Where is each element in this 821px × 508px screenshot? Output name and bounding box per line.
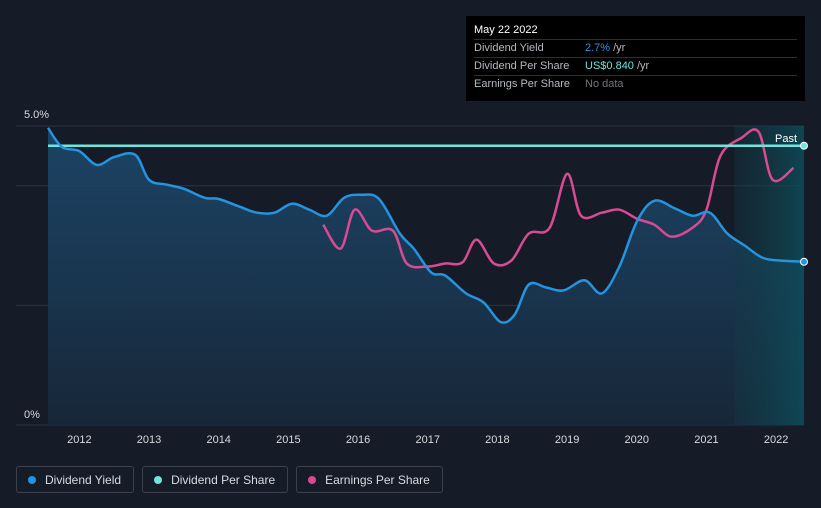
x-tick-label: 2013 bbox=[137, 434, 161, 446]
legend-item-dividend-per-share[interactable]: Dividend Per Share bbox=[142, 466, 289, 493]
dividend-yield-area bbox=[48, 127, 804, 426]
tooltip-date: May 22 2022 bbox=[474, 22, 797, 40]
x-tick-label: 2021 bbox=[694, 434, 718, 446]
tooltip-label: Earnings Per Share bbox=[474, 78, 570, 90]
past-label: Past bbox=[775, 133, 797, 145]
tooltip-value: 2.7% bbox=[585, 42, 611, 54]
legend-item-dividend-yield[interactable]: Dividend Yield bbox=[16, 466, 135, 493]
x-tick-label: 2018 bbox=[485, 434, 509, 446]
tooltip-row-dividend-yield: Dividend Yield 2.7% /yr bbox=[474, 40, 797, 58]
x-tick-label: 2012 bbox=[67, 434, 91, 446]
x-tick-label: 2022 bbox=[764, 434, 788, 446]
tooltip-label: Dividend Per Share bbox=[474, 60, 570, 72]
x-tick-label: 2014 bbox=[206, 434, 230, 446]
legend-item-earnings-per-share[interactable]: Earnings Per Share bbox=[296, 466, 443, 493]
chart-legend: Dividend Yield Dividend Per Share Earnin… bbox=[16, 466, 443, 493]
x-tick-label: 2017 bbox=[415, 434, 439, 446]
dividend-yield-line bbox=[46, 127, 805, 324]
y-tick-label-min: 0% bbox=[24, 409, 40, 421]
earnings-per-share-line bbox=[322, 128, 795, 269]
legend-dot-dividend-per-share bbox=[154, 475, 163, 484]
tooltip-value: US$0.840 bbox=[585, 60, 634, 72]
x-tick-label: 2016 bbox=[346, 434, 370, 446]
legend-dot-dividend-yield bbox=[28, 475, 36, 484]
dividend-yield-end-marker bbox=[800, 257, 808, 266]
tooltip-value: No data bbox=[585, 78, 624, 90]
legend-dot-earnings-per-share bbox=[308, 475, 317, 484]
legend-label: Dividend Per Share bbox=[171, 472, 276, 487]
x-axis-tick-labels: 2012 2013 2014 2015 2016 2017 2018 2019 2020 2021… bbox=[67, 434, 788, 446]
tooltip-unit: /yr bbox=[636, 60, 650, 72]
legend-label: Dividend Yield bbox=[45, 472, 122, 487]
tooltip-row-earnings-per-share: Earnings Per Share No data bbox=[474, 76, 797, 93]
tooltip-unit: /yr bbox=[613, 42, 626, 54]
tooltip-row-dividend-per-share: Dividend Per Share US$0.840 /yr bbox=[474, 58, 797, 76]
dividend-per-share-end-marker bbox=[800, 141, 808, 150]
tooltip-label: Dividend Yield bbox=[474, 42, 544, 54]
y-tick-label-max: 5.0% bbox=[24, 109, 49, 121]
past-region bbox=[734, 126, 804, 425]
x-tick-label: 2019 bbox=[555, 434, 579, 446]
legend-label: Earnings Per Share bbox=[325, 472, 430, 487]
x-tick-label: 2015 bbox=[276, 434, 300, 446]
x-tick-label: 2020 bbox=[625, 434, 649, 446]
hover-tooltip: May 22 2022 Dividend Yield 2.7% /yr Divi… bbox=[466, 16, 805, 101]
